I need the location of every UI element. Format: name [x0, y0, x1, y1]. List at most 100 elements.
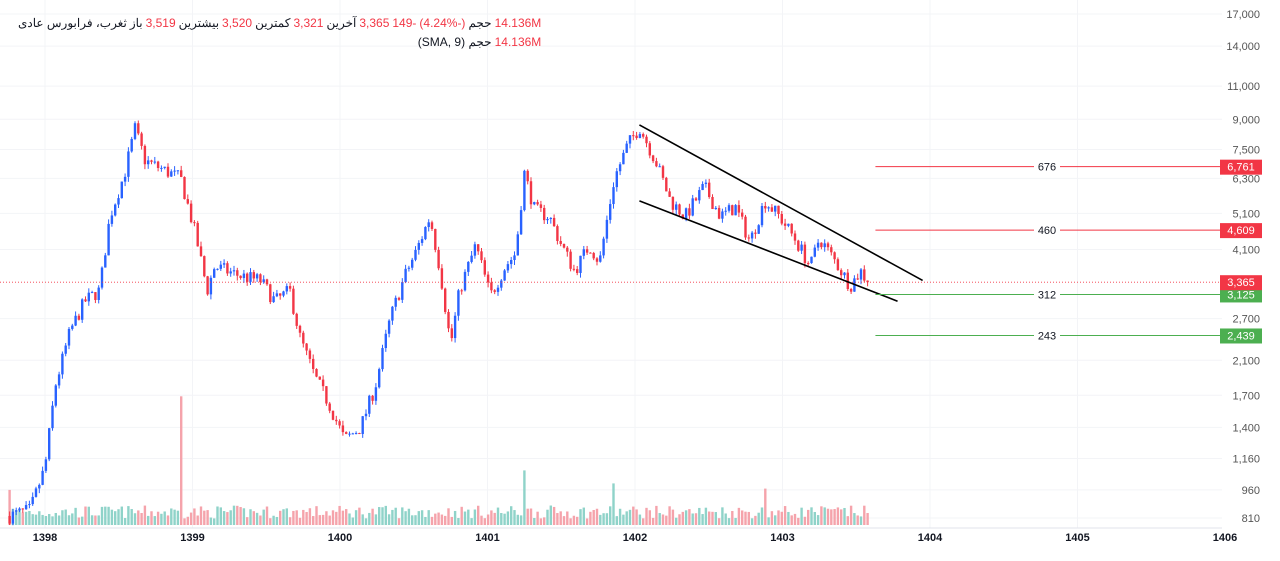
volume-bar	[176, 510, 180, 525]
volume-bar	[840, 509, 843, 525]
price-tags: 6,761 4,609 3,125 2,439 3,365	[1220, 159, 1262, 344]
candle-down	[539, 204, 543, 208]
volume-bar	[562, 516, 566, 525]
candle-down	[335, 419, 338, 422]
volume-bar	[473, 509, 477, 525]
chart-legend: ثغرب، فرابورس عادی باز 3,519 بیشترین 3,520…	[18, 14, 541, 52]
candle-down	[77, 315, 81, 320]
candle-down	[585, 249, 589, 253]
price-tick-label: 2,700	[1232, 314, 1260, 326]
volume-bar	[308, 508, 312, 525]
candle-up	[506, 264, 510, 271]
volume-bar	[209, 517, 213, 525]
volume-bar	[800, 507, 803, 525]
candle-down	[137, 123, 140, 134]
candle-up	[760, 206, 764, 226]
candle-down	[203, 256, 206, 277]
volume-bar	[714, 512, 717, 525]
candle-down	[397, 297, 401, 300]
last-price-tag	[1220, 275, 1262, 291]
time-tick-label: 1404	[918, 532, 943, 544]
candle-up	[787, 223, 790, 226]
candle-up	[28, 504, 31, 506]
volume-bar	[622, 514, 625, 525]
candle-down	[737, 205, 741, 213]
candle-down	[193, 222, 196, 224]
price-axis[interactable]: 17,000 14,000 11,000 9,000 7,500 6,300 5,100 4,…	[1226, 9, 1260, 525]
candle-up	[420, 239, 424, 243]
candle-up	[67, 328, 71, 346]
price-tick-label: 960	[1242, 485, 1260, 497]
candle-up	[519, 210, 523, 235]
candle-up	[658, 166, 661, 168]
volume-bar	[371, 508, 374, 525]
candle-down	[321, 379, 325, 387]
price-axis-bg[interactable]	[1222, 0, 1280, 528]
level-label-bg	[1034, 287, 1060, 302]
level-label-bg	[1034, 328, 1060, 343]
candle-up	[64, 345, 67, 354]
candle-up	[87, 292, 90, 302]
candle-down	[793, 233, 797, 241]
volume-bar	[510, 506, 513, 525]
candle-up	[107, 223, 110, 256]
price-tick-label: 14,000	[1226, 41, 1260, 53]
drawings[interactable]: 676 460 312 243	[0, 124, 1222, 343]
volume-bar	[252, 511, 255, 525]
volume-bar	[569, 518, 572, 525]
volume-bar	[519, 515, 523, 525]
volume-bar	[823, 507, 826, 525]
candle-down	[295, 313, 298, 326]
candle-up	[163, 166, 166, 168]
candle-down	[645, 136, 648, 144]
volume-bar	[632, 506, 635, 525]
candle-down	[239, 275, 242, 279]
volume-bar	[361, 514, 364, 525]
time-tick-label: 1402	[623, 532, 647, 544]
volume-bar	[114, 511, 117, 525]
volume-bar	[589, 511, 592, 525]
candle-up	[114, 204, 117, 216]
candle-up	[285, 286, 288, 292]
candle-down	[341, 425, 345, 433]
candle-down	[236, 270, 239, 276]
volume-bar	[830, 509, 833, 525]
time-tick-label: 1405	[1065, 532, 1089, 544]
candle-up	[467, 261, 470, 272]
volume-bar	[417, 511, 420, 525]
candle-down	[529, 181, 533, 205]
volume-bar	[793, 513, 797, 525]
volume-bar	[836, 507, 840, 525]
sma-value: 14.136M	[494, 35, 542, 49]
price-tick-label: 9,000	[1232, 114, 1260, 126]
price-tick-label: 7,500	[1232, 144, 1260, 156]
volume-bar	[665, 515, 668, 525]
candle-down	[292, 288, 295, 314]
volume-bar	[41, 514, 44, 525]
candle-down	[764, 206, 767, 209]
volume-bar	[90, 515, 94, 525]
volume-value: 14.136M	[494, 16, 542, 30]
volume-bar	[203, 510, 206, 525]
volume-bar	[170, 508, 173, 525]
volume-bar	[447, 508, 450, 525]
volume-bar	[516, 514, 519, 525]
candle-up	[368, 395, 371, 414]
volume-bar	[239, 507, 242, 525]
candle-down	[754, 232, 757, 234]
candle-down	[246, 273, 249, 282]
time-axis[interactable]: 1398 1399 1400 1401 1402 1403 1404 1405 1406	[33, 532, 1237, 544]
volume-bar	[816, 515, 820, 525]
volume-bar	[292, 510, 295, 525]
volume-bar	[661, 514, 665, 525]
volume-bar	[708, 511, 711, 525]
candle-up	[147, 160, 150, 165]
volume-bar	[180, 396, 183, 525]
candle-down	[576, 269, 579, 273]
volume-bar	[414, 515, 417, 525]
candle-up	[800, 244, 803, 251]
candle-down	[777, 205, 780, 214]
volume-bar	[605, 513, 609, 525]
volume-bar	[724, 513, 727, 525]
